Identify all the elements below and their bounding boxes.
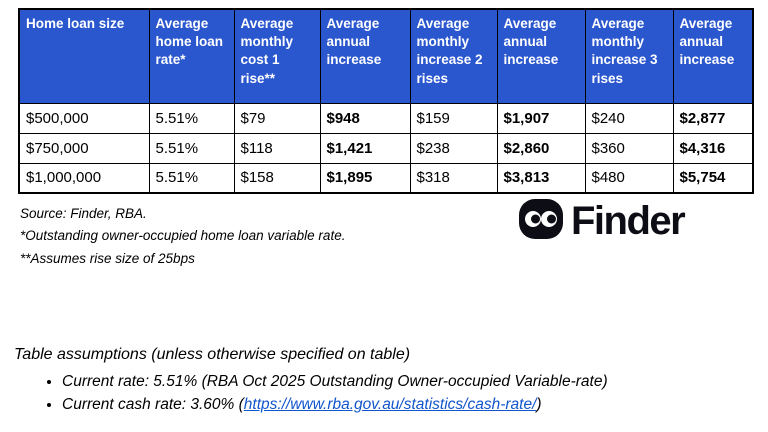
- table-row: $500,000 5.51% $79 $948 $159 $1,907 $240…: [18, 102, 754, 134]
- table-row: $1,000,000 5.51% $158 $1,895 $318 $3,813…: [18, 162, 754, 194]
- table-cell: $750,000: [18, 132, 150, 164]
- footnote-variable-rate: *Outstanding owner-occupied home loan va…: [20, 228, 346, 244]
- assumption-current-rate: Current rate: 5.51% (RBA Oct 2025 Outsta…: [62, 370, 762, 393]
- table-cell: 5.51%: [148, 102, 235, 134]
- source-note: Source: Finder, RBA.: [20, 206, 147, 221]
- table-cell: $318: [409, 162, 498, 194]
- cash-rate-link[interactable]: https://www.rba.gov.au/statistics/cash-r…: [243, 396, 537, 414]
- column-header-monthly-2rises: Average monthly increase 2 rises: [409, 8, 498, 104]
- table-cell: $1,907: [496, 102, 586, 134]
- assumption-cash-rate-suffix: ): [536, 396, 542, 414]
- table-cell: $360: [584, 132, 674, 164]
- finder-logo: Finder: [518, 196, 686, 247]
- table-cell: $158: [233, 162, 321, 194]
- assumption-current-rate-text: Current rate: 5.51% (RBA Oct 2025 Outsta…: [62, 373, 608, 390]
- header-row: Home loan size Average home loan rate* A…: [18, 8, 754, 104]
- assumptions-title: Table assumptions (unless otherwise spec…: [14, 346, 411, 363]
- assumption-cash-rate-text: Current cash rate: 3.60% (: [62, 396, 244, 414]
- table-notes: Source: Finder, RBA. *Outstanding owner-…: [20, 203, 510, 270]
- column-header-annual-3rises: Average annual increase: [672, 8, 754, 104]
- table-cell: 5.51%: [148, 132, 235, 164]
- footnote-rise-size: **Assumes rise size of 25bps: [20, 250, 195, 266]
- table-cell: $3,813: [496, 162, 586, 194]
- table-cell: $4,316: [672, 132, 754, 164]
- table-cell: $5,754: [672, 162, 754, 194]
- table-cell: $2,877: [672, 102, 754, 134]
- table-cell: $948: [319, 102, 411, 134]
- finder-logo-icon: [518, 196, 564, 247]
- table-cell: $159: [409, 102, 498, 134]
- table-cell: $480: [584, 162, 674, 194]
- column-header-monthly-3rises: Average monthly increase 3 rises: [584, 8, 674, 104]
- table-cell: $1,000,000: [18, 162, 150, 194]
- table-cell: $1,895: [319, 162, 411, 194]
- column-header-loan-size: Home loan size: [18, 8, 150, 104]
- table-cell: $2,860: [496, 132, 586, 164]
- table-cell: $500,000: [18, 102, 150, 134]
- assumption-cash-rate: Current cash rate: 3.60% (https://www.rb…: [62, 393, 762, 416]
- loan-rates-table: Home loan size Average home loan rate* A…: [18, 8, 754, 194]
- table-cell: $79: [233, 102, 321, 134]
- column-header-annual-2rises: Average annual increase: [496, 8, 586, 104]
- table-cell: 5.51%: [148, 162, 235, 194]
- table-cell: $1,421: [319, 132, 411, 164]
- table-cell: $238: [409, 132, 498, 164]
- table-row: $750,000 5.51% $118 $1,421 $238 $2,860 $…: [18, 132, 754, 164]
- finder-logo-text: Finder: [571, 199, 686, 243]
- loan-rates-table-wrap: Home loan size Average home loan rate* A…: [18, 8, 754, 194]
- column-header-rate: Average home loan rate*: [148, 8, 235, 104]
- table-cell: $118: [233, 132, 321, 164]
- assumptions-section: Table assumptions (unless otherwise spec…: [14, 346, 762, 417]
- table-cell: $240: [584, 102, 674, 134]
- column-header-monthly-1rise: Average monthly cost 1 rise**: [233, 8, 321, 104]
- column-header-annual-1rise: Average annual increase: [319, 8, 411, 104]
- assumptions-list: Current rate: 5.51% (RBA Oct 2025 Outsta…: [62, 370, 762, 417]
